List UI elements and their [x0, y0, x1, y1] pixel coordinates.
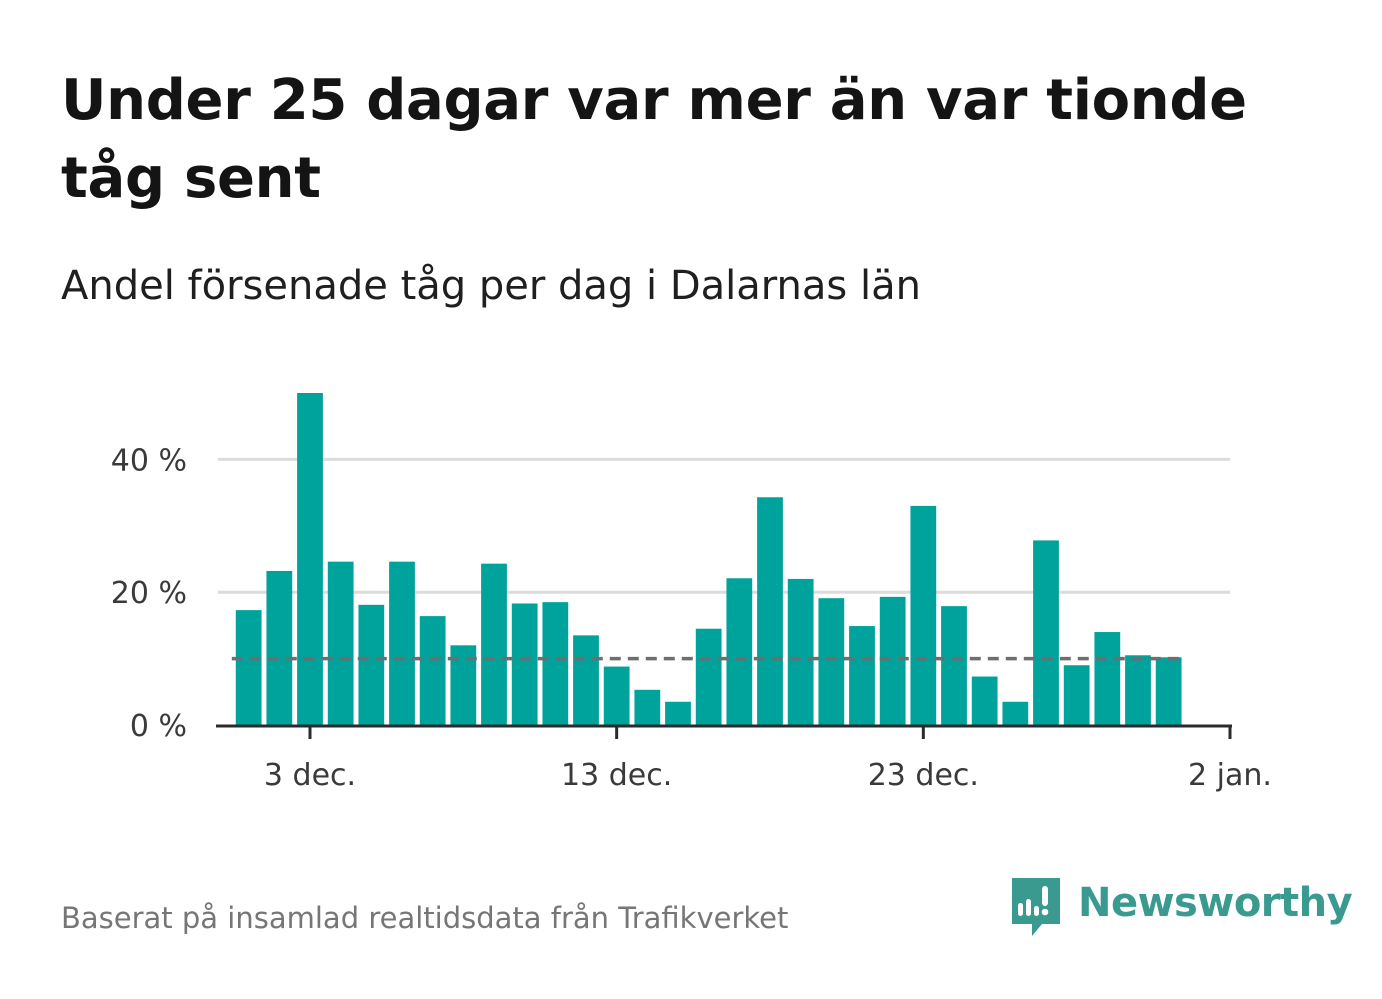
x-tick-label: 2 jan. [1188, 758, 1272, 793]
bars [235, 393, 1182, 725]
y-tick-label: 0 % [130, 709, 187, 744]
bar [941, 606, 967, 725]
chart-title: Under 25 dagar var mer än var tionde tåg… [61, 68, 1247, 211]
bar [1063, 665, 1090, 725]
bar [511, 603, 538, 725]
bar [1125, 655, 1151, 725]
x-axis-tick-labels: 3 dec. 13 dec. 23 dec. 2 jan. [264, 758, 1272, 793]
bar [389, 561, 415, 725]
y-tick-label: 40 % [111, 443, 187, 478]
bar [849, 626, 875, 725]
bar [419, 616, 446, 725]
bar [297, 393, 323, 725]
bar [910, 505, 937, 725]
bar [1033, 540, 1059, 725]
bar [573, 635, 599, 725]
x-tick-label: 13 dec. [561, 758, 672, 793]
bar [1002, 701, 1029, 725]
bar [266, 570, 293, 725]
bar [358, 604, 385, 725]
x-axis [216, 724, 1232, 739]
bar [818, 598, 845, 725]
bar [542, 602, 569, 725]
brand-name: Newsworthy [1078, 880, 1353, 926]
gridlines [218, 457, 1230, 594]
bar [235, 610, 262, 725]
chart-subtitle: Andel försenade tåg per dag i Dalarnas l… [61, 263, 921, 309]
bar [665, 701, 691, 725]
bar [726, 578, 753, 725]
x-tick-label: 3 dec. [264, 758, 356, 793]
bar [695, 628, 722, 725]
x-tick-label: 23 dec. [868, 758, 979, 793]
bar [634, 689, 661, 725]
bar [757, 497, 783, 725]
source-note: Baserat på insamlad realtidsdata från Tr… [61, 901, 789, 935]
bar [1094, 632, 1121, 725]
bar [481, 563, 507, 725]
bar [879, 596, 906, 725]
bar [1155, 657, 1182, 725]
bar [787, 578, 814, 725]
bar [971, 676, 998, 725]
bar [327, 561, 354, 725]
y-axis-tick-labels: 0 % 20 % 40 % [111, 443, 187, 744]
newsworthy-logo-icon [1012, 878, 1060, 936]
y-tick-label: 20 % [111, 576, 187, 611]
bar [603, 666, 630, 725]
brand-logo: Newsworthy [1012, 878, 1353, 940]
